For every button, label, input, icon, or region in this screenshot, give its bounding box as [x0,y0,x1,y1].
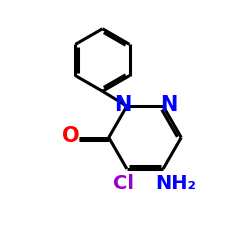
Text: NH₂: NH₂ [155,174,196,193]
Text: N: N [160,95,177,115]
Text: N: N [114,95,131,115]
Text: O: O [62,126,80,146]
Text: Cl: Cl [112,174,134,193]
